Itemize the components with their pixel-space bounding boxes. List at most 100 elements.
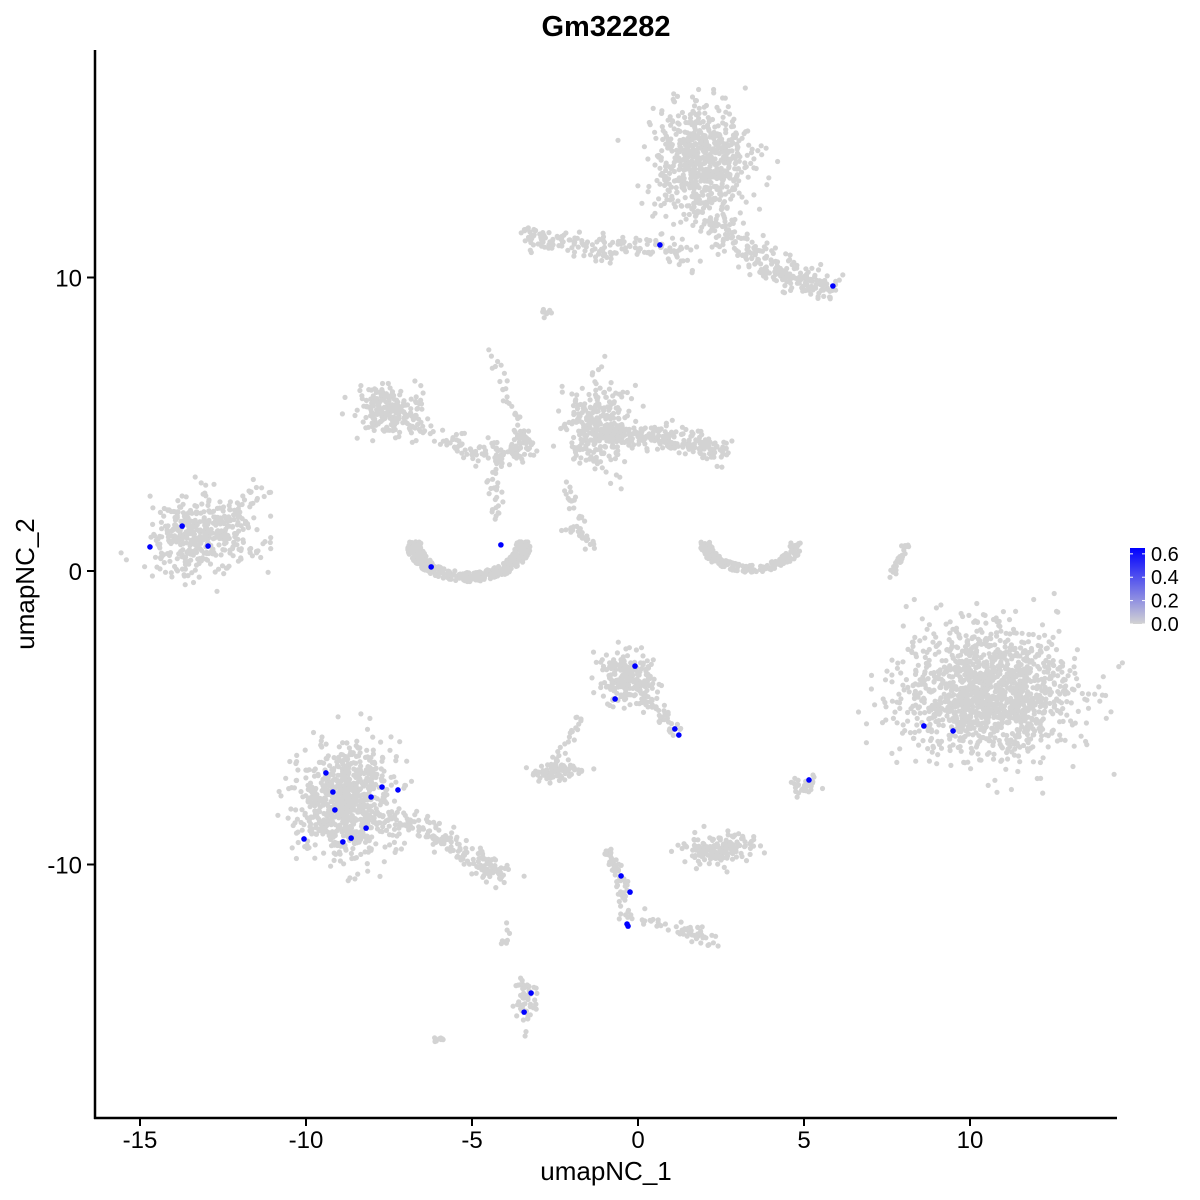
cell-point (624, 389, 630, 396)
cell-point (736, 190, 742, 196)
cell-point (575, 528, 581, 535)
cell-point (1074, 647, 1080, 653)
cell-point (824, 281, 830, 287)
cell-point (784, 265, 790, 272)
cell-point (615, 137, 621, 143)
cell-point (629, 438, 635, 444)
cell-point (915, 662, 921, 668)
cell-point (654, 153, 661, 159)
cell-point (198, 558, 204, 564)
cell-point (967, 739, 974, 745)
cell-point (161, 513, 167, 519)
cell-point (1078, 733, 1084, 739)
cell-point (1070, 763, 1076, 770)
cell-point (250, 476, 256, 483)
cell-point (598, 413, 604, 419)
cell-point (244, 521, 251, 527)
cell-point (990, 725, 996, 731)
cell-point (718, 454, 724, 460)
cell-point (519, 550, 525, 556)
cell-point (615, 425, 621, 431)
cell-point (336, 744, 342, 750)
cell-point (408, 396, 414, 402)
cell-point (925, 746, 931, 752)
cell-point (600, 238, 607, 244)
cell-point (1014, 684, 1020, 690)
cell-point (450, 436, 456, 442)
cell-point (646, 249, 652, 255)
cell-point (672, 445, 678, 451)
cell-point (581, 428, 587, 434)
cell-point (1053, 647, 1060, 653)
cell-point (1042, 675, 1048, 681)
cell-point (594, 397, 600, 403)
cell-point (688, 160, 694, 166)
cell-point (483, 451, 489, 457)
cell-point (266, 489, 272, 496)
cell-point (947, 619, 953, 625)
cell-point (902, 728, 908, 734)
cell-point (164, 551, 171, 557)
cell-point (632, 429, 638, 435)
cell-point (1075, 683, 1081, 689)
cell-point (1050, 670, 1056, 676)
cell-point (203, 482, 209, 488)
cell-point (1046, 676, 1052, 682)
cell-point (751, 245, 757, 251)
cell-point (683, 162, 689, 169)
cell-point (725, 227, 732, 233)
cell-point (708, 190, 715, 197)
cell-point (1003, 630, 1009, 636)
cell-point (1000, 732, 1006, 738)
cell-point (1009, 709, 1015, 715)
cell-point (1024, 730, 1030, 737)
cell-point (963, 633, 969, 639)
cell-point (894, 720, 900, 726)
cell-point (486, 347, 492, 353)
cell-point (1042, 690, 1048, 696)
cell-point (379, 380, 386, 387)
cell-point (547, 239, 553, 245)
cell-point (499, 489, 505, 495)
cell-point (598, 246, 605, 252)
cell-point (627, 243, 633, 249)
cell-point (946, 732, 952, 739)
cell-point (679, 246, 685, 252)
cell-point (729, 148, 735, 154)
cell-point (357, 387, 363, 394)
cell-point (494, 494, 500, 500)
cell-point (295, 767, 301, 773)
cell-point (721, 154, 727, 160)
cell-point (210, 508, 217, 514)
cell-point (966, 664, 972, 670)
cell-point (960, 691, 966, 697)
cell-point (239, 501, 245, 508)
cell-point (744, 152, 750, 158)
cell-point (926, 657, 932, 664)
cell-point (957, 744, 963, 750)
cell-point (934, 707, 940, 713)
cell-point (1069, 722, 1075, 728)
cell-point (1051, 680, 1057, 686)
cell-point (718, 145, 724, 151)
cell-point (231, 516, 237, 523)
cell-point (654, 177, 660, 184)
cell-point (676, 450, 682, 456)
cell-point (656, 196, 662, 202)
cell-point (268, 535, 274, 541)
cell-point (202, 531, 208, 537)
cell-point (485, 478, 491, 484)
cell-point (868, 672, 875, 679)
cell-point (502, 571, 508, 577)
cell-point (640, 403, 646, 409)
cell-point (1111, 771, 1117, 777)
cell-point (827, 296, 833, 302)
cell-point (511, 446, 517, 452)
cell-point (430, 429, 436, 435)
cell-point (645, 156, 651, 162)
cell-point (705, 115, 711, 121)
cell-point (520, 459, 526, 465)
cell-point (659, 148, 665, 154)
cell-point (694, 244, 700, 250)
cell-point (895, 660, 901, 666)
